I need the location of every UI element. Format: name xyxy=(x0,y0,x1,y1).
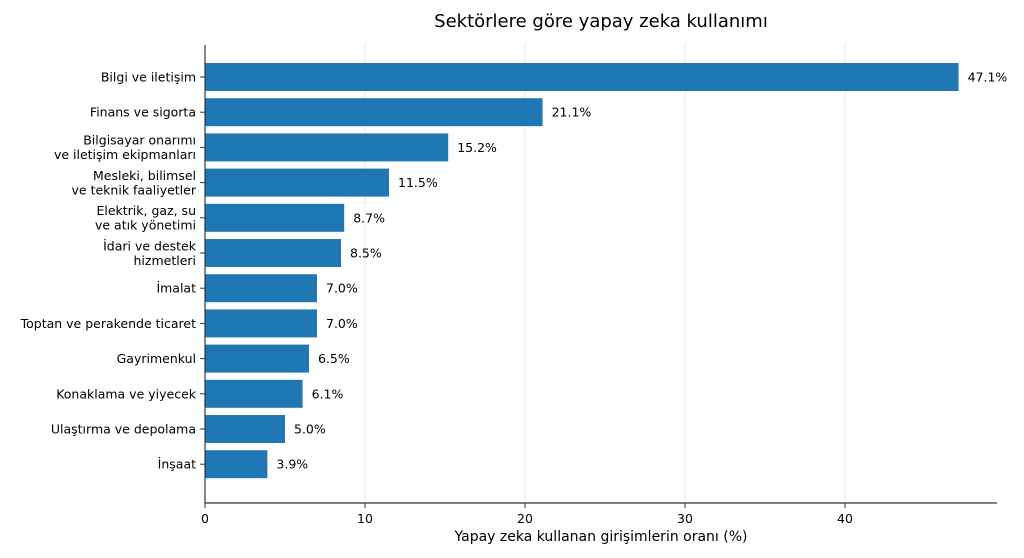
bar-value-label: 6.1% xyxy=(312,386,344,401)
x-tick-label: 20 xyxy=(517,511,533,526)
bar-value-label: 7.0% xyxy=(326,316,358,331)
x-tick-label: 0 xyxy=(201,511,209,526)
x-tick-label: 40 xyxy=(837,511,853,526)
chart-title: Sektörlere göre yapay zeka kullanımı xyxy=(434,11,768,32)
bars: 47.1% 21.1% 15.2% 11.5% 8.7% 8.5% 7.0% 7.0% 6.5%… xyxy=(205,63,1008,479)
category-label: Gayrimenkul xyxy=(117,351,196,366)
category-label: Bilgi ve iletişim xyxy=(101,70,196,85)
category-label: Bilgisayar onarımı ve iletişim ekipmanlar… xyxy=(54,133,196,163)
bar xyxy=(205,203,345,232)
bar-value-label: 11.5% xyxy=(398,175,438,190)
bar-value-label: 8.7% xyxy=(353,210,385,225)
category-label: Elektrik, gaz, su ve atık yönetimi xyxy=(95,203,196,233)
category-label: İnşaat xyxy=(158,457,196,472)
bar xyxy=(205,133,449,162)
bar-value-label: 3.9% xyxy=(276,457,308,472)
bar xyxy=(205,379,303,408)
bar xyxy=(205,344,309,373)
bar xyxy=(205,309,317,338)
bar xyxy=(205,415,285,443)
category-label: Konaklama ve yiyecek xyxy=(56,386,197,401)
bar-value-label: 21.1% xyxy=(552,105,592,120)
bar-value-label: 15.2% xyxy=(457,140,497,155)
category-label: İmalat xyxy=(156,281,196,296)
category-label: Finans ve sigorta xyxy=(90,105,196,120)
x-axis-title: Yapay zeka kullanan girişimlerin oranı (… xyxy=(454,529,748,545)
category-label: Ulaştırma ve depolama xyxy=(51,422,196,437)
x-tick-label: 10 xyxy=(357,511,373,526)
bar xyxy=(205,450,268,479)
bar xyxy=(205,239,341,267)
bar-value-label: 7.0% xyxy=(326,281,358,296)
axes: 0 10 20 30 40 Bilgi ve iletişim Finans ve sigo… xyxy=(20,45,997,526)
bar-value-label: 6.5% xyxy=(318,351,350,366)
bar xyxy=(205,168,389,197)
bar-value-label: 47.1% xyxy=(968,70,1008,85)
category-label: İdari ve destek hizmetleri xyxy=(103,238,197,268)
bar xyxy=(205,274,317,303)
bar-value-label: 5.0% xyxy=(294,422,326,437)
category-label: Toptan ve perakende ticaret xyxy=(20,316,197,331)
x-tick-label: 30 xyxy=(677,511,693,526)
bar xyxy=(205,63,959,91)
category-label: Mesleki, bilimsel ve teknik faaliyetler xyxy=(72,168,197,198)
bar xyxy=(205,98,543,127)
bar-value-label: 8.5% xyxy=(350,246,382,261)
